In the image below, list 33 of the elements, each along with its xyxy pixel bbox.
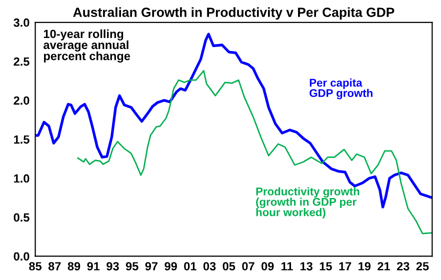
x-tick-label: 11	[281, 262, 293, 270]
y-tick-label: 0.5	[14, 213, 30, 222]
x-tick-label: 85	[29, 262, 42, 270]
y-tick-label: 2.5	[14, 57, 30, 66]
x-tick-label: 13	[300, 262, 312, 270]
x-tick-label: 01	[184, 262, 196, 270]
x-tick-label: 99	[164, 262, 177, 270]
x-tick-label: 95	[126, 262, 138, 270]
text: Per capita GDP growth	[310, 78, 372, 100]
x-tick-label: 93	[106, 262, 119, 270]
x-tick-label: 03	[203, 262, 216, 270]
x-tick-label: 09	[262, 262, 274, 270]
y-tick-label: 3.0	[14, 18, 30, 27]
x-tick-label: 07	[242, 262, 254, 270]
x-tick-label: 97	[145, 262, 158, 270]
x-tick-label: 91	[87, 262, 100, 270]
y-tick-label: 1.5	[14, 135, 30, 144]
line-series	[77, 70, 432, 234]
x-tick-label: 17	[339, 262, 352, 270]
x-tick-label: 05	[222, 262, 236, 270]
series-label: Productivity growth (growth in GDP per hour worked)	[256, 187, 360, 218]
x-tick-label: 19	[358, 262, 371, 270]
y-tick-label: 0.0	[14, 252, 30, 261]
y-tick-label: 1.0	[14, 174, 30, 183]
y-tick-label: 2.0	[14, 96, 30, 105]
chart-title: Australian Growth in Productivity v Per Capita GDP	[73, 7, 394, 20]
x-tick-label: 87	[48, 262, 61, 270]
annotation: 10-year rolling average annual percent change	[44, 29, 130, 63]
x-tick-label: 25	[416, 262, 429, 270]
x-tick-label: 89	[68, 262, 80, 270]
x-tick-label: 23	[396, 262, 410, 270]
x-tick-label: 15	[320, 262, 332, 270]
x-tick-label: 21	[378, 262, 390, 270]
